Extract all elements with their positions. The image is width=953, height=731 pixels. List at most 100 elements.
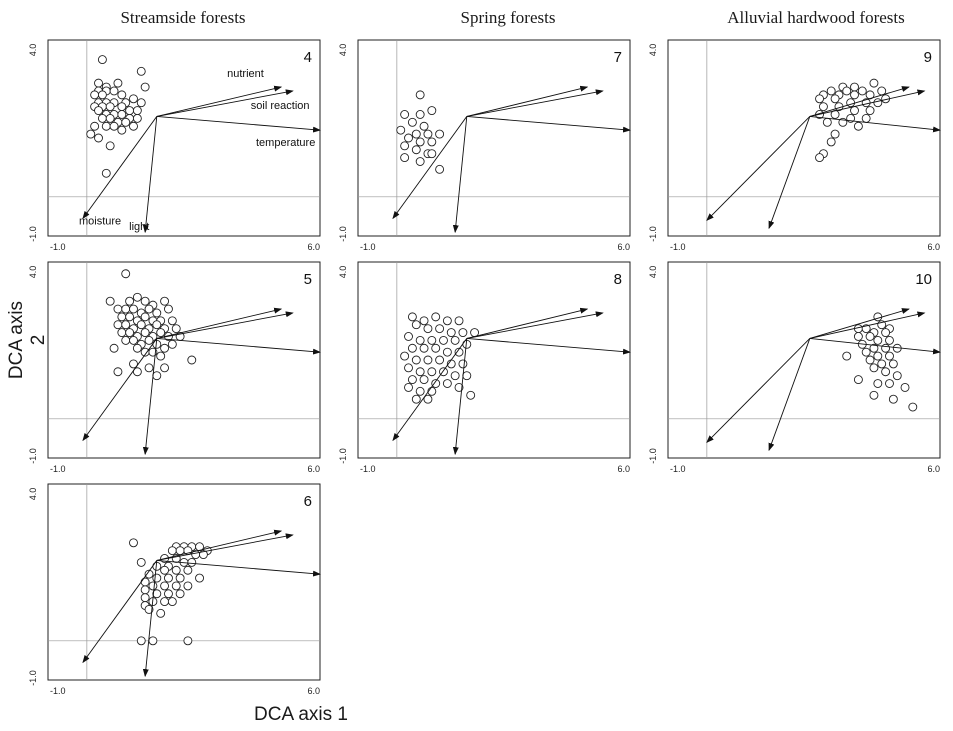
sample-point bbox=[144, 569, 154, 579]
vector-moisture bbox=[82, 560, 158, 664]
sample-point bbox=[109, 343, 119, 353]
sample-point bbox=[121, 320, 131, 330]
panel-spring-8: 4.0 -1.0 -1.0 6.0 8 bbox=[338, 258, 642, 480]
sample-point bbox=[458, 328, 468, 338]
sample-point bbox=[129, 335, 138, 345]
sample-point bbox=[175, 546, 185, 556]
x-tick-label-right: 6.0 bbox=[307, 686, 320, 696]
sample-point bbox=[815, 94, 824, 104]
sample-point bbox=[877, 86, 887, 96]
sample-point bbox=[117, 90, 127, 100]
sample-point bbox=[411, 394, 421, 404]
sample-point bbox=[466, 390, 476, 400]
sample-point bbox=[419, 343, 429, 353]
y-tick-label-top: 4.0 bbox=[28, 266, 38, 279]
sample-point bbox=[183, 636, 193, 646]
y-tick-label-top: 4.0 bbox=[338, 44, 348, 57]
sample-point bbox=[125, 328, 135, 338]
sample-point bbox=[136, 98, 146, 108]
sample-point bbox=[442, 379, 452, 388]
sample-point bbox=[187, 557, 197, 567]
sample-point bbox=[113, 78, 123, 88]
sample-point bbox=[160, 343, 170, 353]
vector-temperature bbox=[809, 337, 941, 355]
ordination-plot: 4.0 -1.0 -1.0 6.0 4 nutrient soil reaction temp… bbox=[28, 39, 321, 252]
ordination-plot: 4.0 -1.0 -1.0 6.0 8 bbox=[338, 261, 631, 474]
sample-point bbox=[171, 581, 181, 591]
vector-nutrient bbox=[809, 308, 910, 339]
sample-point bbox=[865, 106, 875, 116]
sample-point bbox=[156, 608, 166, 618]
sample-point bbox=[164, 573, 173, 583]
sample-point bbox=[435, 129, 445, 139]
sample-point bbox=[415, 110, 425, 119]
sample-point bbox=[826, 137, 836, 147]
vector-temperature bbox=[156, 115, 321, 133]
vector-label-moisture: moisture bbox=[79, 215, 121, 227]
vector-light bbox=[142, 116, 158, 234]
sample-point bbox=[861, 113, 871, 123]
sample-point bbox=[140, 312, 150, 322]
panel-number: 7 bbox=[614, 49, 622, 66]
sample-point bbox=[129, 359, 138, 369]
vector-nutrient bbox=[809, 86, 910, 117]
vector-light bbox=[452, 116, 468, 234]
sample-point bbox=[129, 538, 138, 548]
sample-point bbox=[125, 296, 135, 306]
sample-point bbox=[442, 316, 452, 326]
y-tick-label-bottom: -1.0 bbox=[338, 448, 348, 464]
sample-point bbox=[431, 379, 441, 388]
ordination-plot: 4.0 -1.0 -1.0 6.0 5 bbox=[28, 261, 321, 474]
sample-point bbox=[148, 581, 158, 591]
vector-moisture bbox=[392, 338, 468, 442]
x-tick-label-right: 6.0 bbox=[927, 242, 940, 252]
sample-point bbox=[117, 110, 127, 119]
y-tick-label-top: 4.0 bbox=[28, 488, 38, 501]
sample-point bbox=[125, 312, 135, 322]
x-tick-label-left: -1.0 bbox=[50, 686, 66, 696]
vector-light bbox=[768, 116, 811, 230]
sample-point bbox=[117, 125, 127, 135]
vector-label-nutrient: nutrient bbox=[227, 68, 264, 80]
vector-light bbox=[142, 338, 158, 456]
sample-point bbox=[865, 332, 875, 341]
sample-point bbox=[144, 363, 154, 373]
sample-point bbox=[171, 324, 181, 334]
sample-point bbox=[415, 90, 425, 100]
sample-point bbox=[415, 335, 425, 345]
x-tick-label-right: 6.0 bbox=[307, 464, 320, 474]
vector-nutrient bbox=[466, 85, 589, 117]
plot-frame bbox=[47, 261, 321, 459]
sample-point bbox=[842, 351, 852, 361]
sample-point bbox=[132, 292, 142, 302]
sample-point bbox=[431, 312, 441, 322]
vector-label-light: light bbox=[129, 221, 149, 233]
sample-point bbox=[411, 355, 421, 365]
sample-point bbox=[97, 90, 107, 100]
sample-point bbox=[94, 133, 103, 143]
sample-point bbox=[121, 117, 131, 127]
sample-point bbox=[148, 636, 158, 646]
sample-point bbox=[458, 359, 468, 369]
sample-point bbox=[427, 367, 437, 377]
sample-point bbox=[404, 133, 413, 143]
sample-point bbox=[885, 335, 894, 345]
sample-point bbox=[423, 324, 433, 334]
sample-point bbox=[144, 604, 154, 614]
sample-point bbox=[404, 332, 413, 341]
sample-point bbox=[140, 585, 150, 595]
sample-point bbox=[113, 367, 123, 377]
sample-point bbox=[125, 106, 135, 116]
sample-point bbox=[152, 589, 162, 599]
sample-point bbox=[423, 129, 433, 139]
sample-point bbox=[113, 304, 123, 314]
plot-frame bbox=[357, 39, 631, 237]
x-tick-label-left: -1.0 bbox=[50, 464, 66, 474]
vector-light bbox=[768, 338, 811, 452]
sample-point bbox=[117, 328, 127, 338]
sample-point bbox=[857, 86, 867, 96]
sample-point bbox=[140, 296, 150, 306]
sample-point bbox=[850, 90, 859, 100]
plot-frame bbox=[357, 261, 631, 459]
vector-nutrient bbox=[156, 307, 283, 339]
